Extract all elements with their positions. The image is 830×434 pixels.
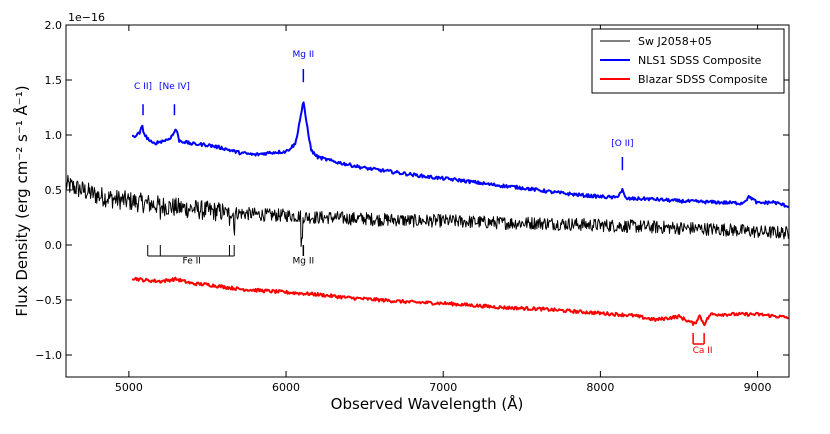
- annotation-label: C II]: [134, 82, 152, 92]
- series-line-blazar-sdss-composite: [131, 276, 789, 327]
- legend-label: NLS1 SDSS Composite: [638, 54, 762, 67]
- annotation-label: Mg II: [293, 50, 315, 60]
- legend-label: Blazar SDSS Composite: [638, 73, 768, 86]
- plot-frame: [65, 24, 790, 378]
- y-tick-label: 0.0: [45, 239, 63, 252]
- y-axis: −1.0 −0.5 0.0 0.5 1.0 1.5 2.0: [35, 19, 789, 362]
- y-tick-label: 0.5: [45, 184, 63, 197]
- y-axis-title: Flux Density (erg cm⁻² s⁻¹ Å⁻¹): [12, 85, 31, 316]
- y-tick-label: 1.0: [45, 129, 63, 142]
- legend-label: Sw J2058+05: [638, 35, 712, 48]
- y-tick-label: 2.0: [45, 19, 63, 32]
- annotation-layer: C II] [Ne IV] Mg II [O II] Fe II Mg II Ca II: [134, 50, 713, 356]
- annotation-label: Fe II: [183, 257, 201, 267]
- y-tick-label: −1.0: [35, 349, 62, 362]
- annotation-label: Ca II: [693, 346, 713, 356]
- series-layer: [65, 101, 790, 327]
- y-tick-label: −0.5: [35, 294, 62, 307]
- x-tick-label: 6000: [272, 381, 300, 394]
- legend: Sw J2058+05 NLS1 SDSS Composite Blazar SDS…: [591, 28, 785, 94]
- x-tick-label: 5000: [115, 381, 143, 394]
- series-line-sw-j2058-05: [65, 174, 790, 247]
- annotation-label: [O II]: [611, 139, 633, 149]
- x-axis: 5000 6000 7000 8000 9000: [115, 25, 772, 394]
- y-tick-label: 1.5: [45, 74, 63, 87]
- annotation-label: [Ne IV]: [159, 82, 190, 92]
- x-axis-title: Observed Wavelength (Å): [331, 394, 524, 413]
- x-tick-label: 9000: [744, 381, 772, 394]
- x-tick-label: 8000: [586, 381, 614, 394]
- x-tick-label: 7000: [429, 381, 457, 394]
- series-line-nls1-sdss-composite: [131, 101, 790, 209]
- annotation-label: Mg II: [293, 257, 315, 267]
- y-offset-label: 1e−16: [68, 11, 105, 24]
